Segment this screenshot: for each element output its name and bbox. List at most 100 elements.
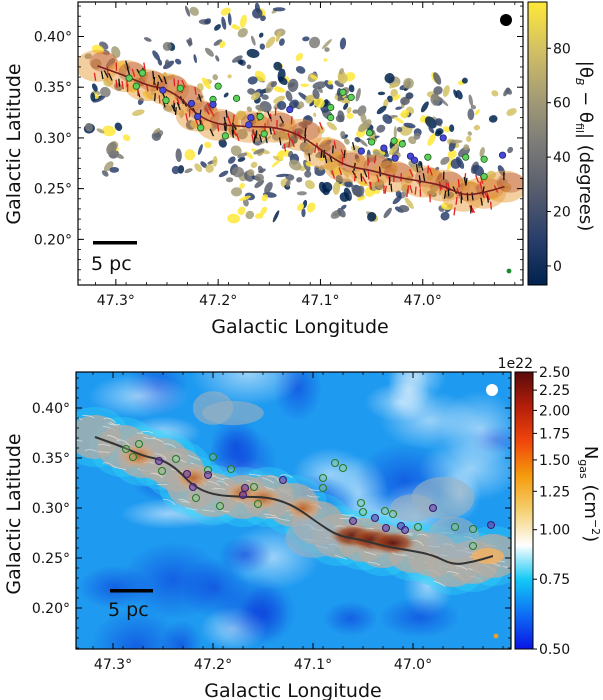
colorbar-tick-label: 2.25 [539, 383, 570, 399]
source-marker-green [356, 498, 366, 508]
source-marker-green [338, 463, 348, 473]
source-marker-blue [194, 113, 202, 121]
alignment-patch [339, 192, 350, 202]
b-field-vector [158, 95, 161, 104]
b-field-vector [415, 164, 419, 173]
b-field-vector [171, 104, 176, 113]
alignment-patch [270, 81, 278, 88]
source-marker-blue [439, 134, 447, 142]
lic-streak [150, 472, 163, 478]
source-marker-green [253, 499, 263, 509]
alignment-patch [400, 96, 410, 106]
b-field-vector [360, 173, 363, 182]
b-field-vector [216, 123, 220, 132]
alignment-patch [302, 36, 310, 42]
cb-label-part: |θ [575, 61, 596, 78]
source-marker-green [468, 524, 478, 534]
alignment-patch [246, 64, 252, 70]
source-marker-green [358, 507, 368, 517]
colorbar-tick-label: 1.25 [539, 484, 570, 500]
b-field-vector [353, 173, 356, 182]
alignment-patch [503, 87, 510, 97]
alignment-patch [507, 146, 514, 154]
source-marker-green [365, 129, 374, 137]
source-marker-green [339, 88, 347, 96]
y-tick-label: 0.35° [34, 80, 72, 96]
colorbar-tick-label: 40 [553, 150, 571, 166]
x-tick-label: 47.3° [97, 293, 135, 309]
alignment-patch [296, 191, 307, 196]
source-marker-green [191, 493, 201, 503]
b-field-vector [453, 207, 456, 216]
lic-streak [277, 517, 290, 521]
alignment-patch [343, 102, 349, 110]
lic-streak [107, 423, 121, 426]
source-marker-green [424, 153, 432, 161]
alignment-patch [260, 15, 266, 22]
source-marker-green [327, 114, 335, 122]
cb-label-part: N [580, 446, 601, 459]
alignment-patch [254, 213, 264, 219]
density-blob [323, 601, 378, 636]
b-field-vector [455, 196, 458, 205]
b-field-vector [427, 165, 430, 174]
alignment-patch [358, 121, 370, 133]
alignment-patch [434, 130, 442, 137]
source-marker-purple [240, 483, 250, 493]
b-field-vector [153, 76, 156, 85]
b-field-vector [156, 81, 159, 90]
lic-streak [265, 516, 278, 519]
b-field-vector [278, 137, 282, 146]
b-field-vector [253, 135, 256, 144]
alignment-patch [382, 114, 393, 124]
alignment-patch [189, 6, 199, 16]
alignment-patch [322, 188, 330, 196]
alignment-patch [295, 66, 306, 74]
b-field-vector [420, 162, 424, 171]
alignment-patch [434, 118, 443, 126]
lic-streak [107, 434, 120, 441]
b-field-vector [443, 190, 447, 199]
bottom-colorbar-offset-label: 1e22 [498, 356, 533, 372]
alignment-patch [506, 108, 517, 116]
b-field-vector [226, 114, 231, 123]
alignment-patch [109, 166, 120, 173]
b-field-vector [373, 155, 377, 164]
alignment-patch [230, 145, 242, 156]
cb-label-part: ) [580, 535, 601, 542]
source-marker-blue [286, 105, 294, 114]
density-blob [379, 596, 460, 638]
b-field-vector [407, 185, 410, 194]
alignment-patch [101, 170, 109, 177]
lic-streak [502, 566, 511, 568]
alignment-patch [339, 68, 344, 75]
bottom-panel: 47.3° 47.2° 47.1° 47.0° 0.40° 0.35° 0.30° 0.25°… [3, 356, 602, 700]
b-field-vector [181, 79, 186, 88]
top-axes-frame [77, 1, 524, 286]
alignment-patch [247, 169, 255, 177]
bottom-colorbar-title: Ngas (cm−2) [577, 446, 602, 542]
alignment-patch [327, 80, 333, 85]
bottom-image-layer [76, 372, 511, 649]
alignment-patch [285, 180, 291, 187]
alignment-patch [227, 12, 232, 26]
alignment-patch [261, 94, 269, 100]
b-field-vector [480, 197, 483, 206]
alignment-patch [393, 126, 397, 139]
alignment-patch [340, 204, 347, 210]
b-field-vector [204, 107, 210, 115]
alignment-patch [231, 187, 243, 197]
lic-streak [212, 475, 225, 481]
bottom-y-axis-title: Galactic Latitude [3, 433, 25, 594]
alignment-patch [455, 90, 463, 100]
alignment-patch [261, 194, 269, 202]
alignment-patch [114, 152, 124, 159]
colorbar-tick-label: 2.50 [539, 365, 570, 381]
lic-streak [249, 473, 262, 477]
alignment-patch [237, 152, 248, 159]
alignment-patch [250, 161, 258, 168]
colorbar-tick-label: 2.00 [539, 403, 570, 419]
top-colorbar-title: |θB − θfil| (degrees) [573, 61, 596, 231]
alignment-patch [404, 197, 414, 209]
colorbar-tick-label: 0.75 [539, 572, 570, 588]
